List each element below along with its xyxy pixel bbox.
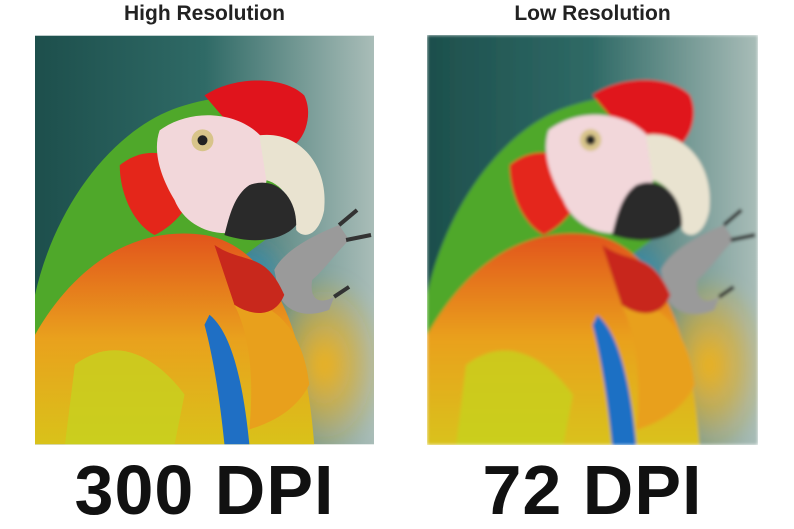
high-res-photo [35,35,374,445]
dpi-label: 72 DPI [482,451,703,529]
dpi-label: 300 DPI [74,451,335,529]
panel-title: High Resolution [124,2,285,25]
low-res-photo [427,35,758,445]
parrot [35,36,374,445]
parrot [427,35,758,445]
panel-title: Low Resolution [514,2,671,25]
